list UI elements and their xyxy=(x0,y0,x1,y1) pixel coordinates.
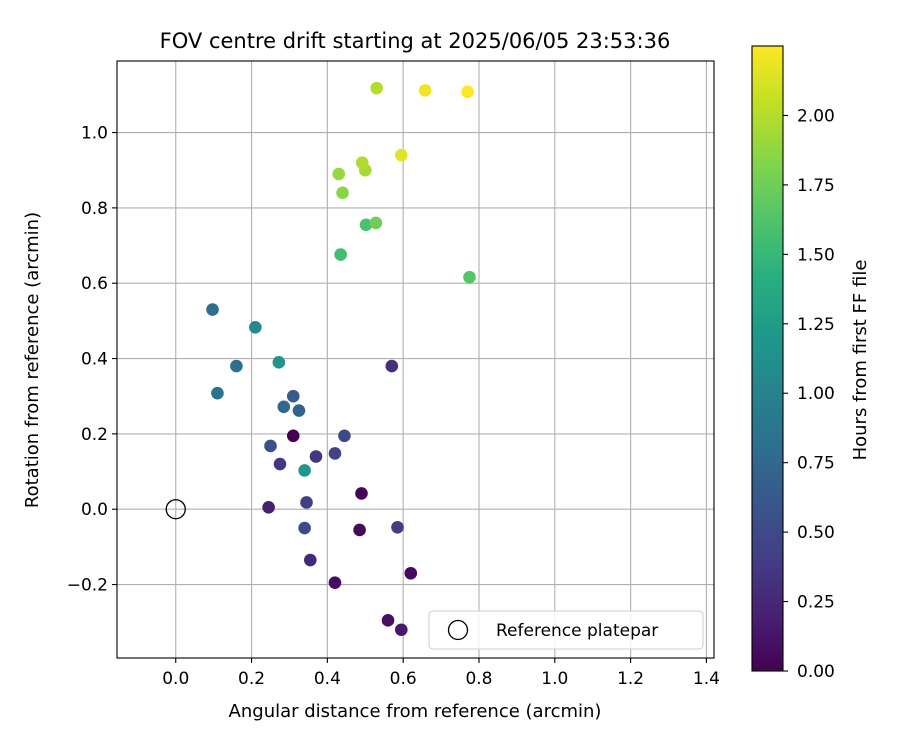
data-point xyxy=(206,303,219,316)
data-point xyxy=(309,450,323,463)
data-point xyxy=(211,386,224,400)
data-point xyxy=(298,464,311,477)
data-point xyxy=(359,218,373,232)
data-point xyxy=(292,404,306,417)
colorbar-tick-label: 0.00 xyxy=(797,662,835,682)
data-point xyxy=(286,429,300,443)
data-point xyxy=(328,576,342,589)
data-point xyxy=(230,359,243,373)
y-tick-label: 0.2 xyxy=(81,425,108,445)
data-point xyxy=(385,359,399,373)
y-tick-label: −0.2 xyxy=(67,576,108,596)
colorbar-ticks: 0.00 0.25 0.50 0.75 1.00 1.25 1.50 1.75 2.00 xyxy=(783,106,835,682)
colorbar-tick-label: 1.00 xyxy=(797,384,835,404)
grid xyxy=(117,61,714,658)
data-point xyxy=(304,553,317,567)
data-point xyxy=(355,156,369,169)
data-point xyxy=(394,148,408,162)
data-point xyxy=(249,320,262,334)
y-tick-label: 0.8 xyxy=(81,199,108,219)
data-point xyxy=(300,496,313,509)
y-axis-label: Rotation from reference (arcmin) xyxy=(22,212,43,508)
legend-marker xyxy=(447,619,469,641)
legend: Reference platepar xyxy=(428,610,704,650)
data-point xyxy=(334,248,347,261)
plot-frame xyxy=(116,60,715,659)
reference-point xyxy=(165,499,186,520)
y-tick-label: 0.4 xyxy=(81,350,108,370)
data-points xyxy=(206,81,476,637)
colorbar-tick-label: 2.00 xyxy=(797,106,835,126)
data-point xyxy=(370,81,383,95)
data-point xyxy=(264,439,277,453)
legend-label: Reference platepar xyxy=(496,621,658,641)
data-point xyxy=(418,84,432,97)
x-tick-label: 1.4 xyxy=(693,669,720,689)
data-point xyxy=(369,216,383,230)
data-point xyxy=(381,614,395,627)
colorbar-tick-label: 0.50 xyxy=(797,523,835,543)
data-point xyxy=(272,356,286,369)
data-point xyxy=(328,447,342,460)
data-point xyxy=(338,429,351,443)
x-tick-label: 1.0 xyxy=(541,669,568,689)
data-point xyxy=(394,623,408,637)
reference-marker xyxy=(165,499,186,520)
colorbar-frame xyxy=(751,45,784,672)
colorbar-tick-label: 1.25 xyxy=(797,315,835,335)
x-tick-label: 1.2 xyxy=(617,669,644,689)
x-tick-label: 0.8 xyxy=(465,669,492,689)
colorbar-tick-label: 0.25 xyxy=(797,593,835,613)
data-point xyxy=(286,389,300,403)
y-axis-ticks: −0.2 0.0 0.2 0.4 0.6 0.8 1.0 xyxy=(67,124,117,596)
colorbar-tick-label: 1.75 xyxy=(797,176,835,196)
y-tick-label: 1.0 xyxy=(81,124,108,144)
data-point xyxy=(404,566,418,580)
data-point xyxy=(336,186,349,200)
data-point xyxy=(277,400,291,414)
colorbar-label: Hours from first FF file xyxy=(850,260,871,461)
x-tick-label: 0.0 xyxy=(162,669,189,689)
x-tick-label: 0.4 xyxy=(314,669,341,689)
data-point xyxy=(332,167,346,181)
legend-box xyxy=(428,610,704,650)
colorbar: 0.00 0.25 0.50 0.75 1.00 1.25 1.50 1.75 2.00 Hou… xyxy=(751,45,871,682)
data-point xyxy=(298,521,311,535)
data-point xyxy=(461,85,474,99)
colorbar-gradient xyxy=(752,46,783,671)
x-tick-label: 0.6 xyxy=(390,669,417,689)
x-tick-label: 0.2 xyxy=(238,669,265,689)
colorbar-tick-label: 0.75 xyxy=(797,454,835,474)
x-axis-label: Angular distance from reference (arcmin) xyxy=(229,701,602,722)
y-tick-label: 0.0 xyxy=(81,500,108,520)
data-point xyxy=(353,523,366,537)
data-point xyxy=(262,501,275,514)
y-tick-label: 0.6 xyxy=(81,274,108,294)
chart-title: FOV centre drift starting at 2025/06/05 … xyxy=(160,29,671,53)
x-axis-ticks: 0.0 0.2 0.4 0.6 0.8 1.0 1.2 1.4 xyxy=(162,658,720,689)
data-point xyxy=(355,487,368,500)
data-point xyxy=(463,270,476,284)
colorbar-tick-label: 1.50 xyxy=(797,245,835,265)
data-point xyxy=(273,457,287,471)
data-point xyxy=(391,521,404,534)
